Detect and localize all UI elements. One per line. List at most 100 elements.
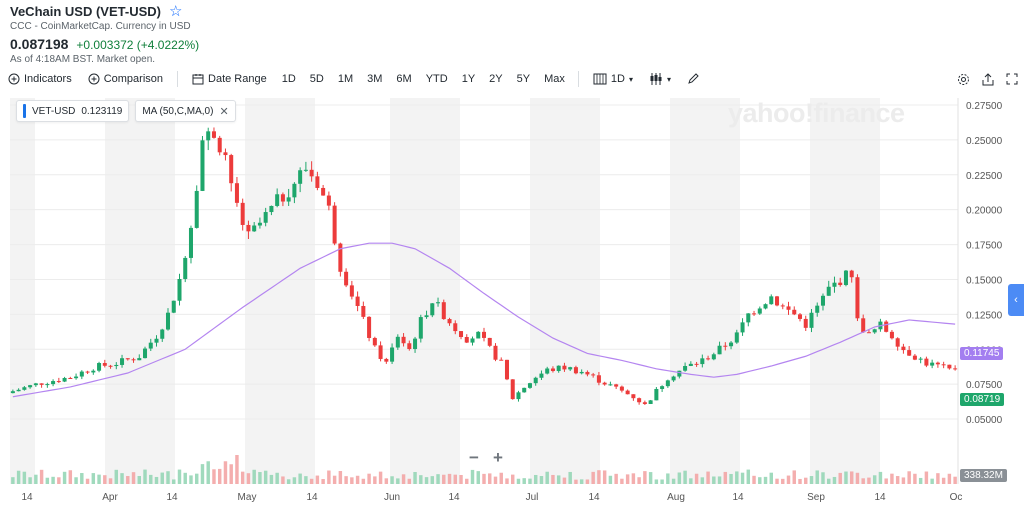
candle-body xyxy=(206,131,210,140)
volume-bar xyxy=(247,473,250,484)
volume-bar xyxy=(120,473,123,484)
symbol-legend[interactable]: VET-USD 0.123119 xyxy=(16,100,129,122)
range-2y[interactable]: 2Y xyxy=(482,68,509,90)
toolbar-divider xyxy=(177,71,178,87)
volume-bar xyxy=(678,472,681,484)
range-ytd[interactable]: YTD xyxy=(419,68,455,90)
candle-body xyxy=(815,306,819,313)
volume-bar xyxy=(816,470,819,484)
candle-body xyxy=(298,170,302,184)
range-6m[interactable]: 6M xyxy=(389,68,418,90)
volume-bar xyxy=(850,471,853,484)
chart-area[interactable]: 0.27500 0.25000 0.22500 0.20000 0.17500 0.150… xyxy=(0,94,1024,513)
draw-button[interactable] xyxy=(679,68,707,90)
volume-bar xyxy=(74,477,77,484)
volume-bar xyxy=(913,474,916,484)
candle-body xyxy=(425,315,429,317)
current-price: 0.087198 xyxy=(10,36,68,52)
volume-bar xyxy=(281,476,284,484)
range-1m[interactable]: 1M xyxy=(331,68,360,90)
volume-bar xyxy=(436,474,439,484)
candle-body xyxy=(786,306,790,309)
volume-bar xyxy=(241,472,244,484)
volume-bar xyxy=(626,474,629,484)
volume-bar xyxy=(833,477,836,484)
volume-bar xyxy=(810,476,813,484)
candle-body xyxy=(195,191,199,228)
x-tick-label: May xyxy=(238,492,257,503)
volume-bar xyxy=(442,475,445,484)
candle-body xyxy=(919,359,923,360)
volume-bar xyxy=(534,475,537,484)
interval-dropdown[interactable]: 1D ▾ xyxy=(585,68,641,90)
range-1d[interactable]: 1D xyxy=(275,68,303,90)
plus-circle-icon xyxy=(8,73,20,85)
candle-body xyxy=(338,244,342,272)
zoom-in-button[interactable]: + xyxy=(486,448,510,468)
calendar-icon xyxy=(192,73,204,85)
volume-bar xyxy=(252,470,255,484)
candle-body xyxy=(758,308,762,313)
candle-body xyxy=(453,323,457,331)
settings-gear-icon[interactable] xyxy=(957,73,970,86)
volume-bar xyxy=(747,470,750,484)
volume-bar xyxy=(884,478,887,484)
candle-body xyxy=(718,346,722,355)
zoom-out-button[interactable]: − xyxy=(462,448,486,468)
candle-body xyxy=(367,317,371,338)
close-icon[interactable]: ✕ xyxy=(219,105,228,118)
volume-bar xyxy=(321,479,324,484)
side-panel-toggle[interactable]: ‹ xyxy=(1008,284,1024,316)
candle-body xyxy=(103,363,107,366)
volume-bar xyxy=(752,476,755,484)
volume-bar xyxy=(97,475,100,484)
volume-bar xyxy=(701,477,704,484)
quote-title: VeChain USD (VET-USD) xyxy=(10,4,161,19)
volume-bar xyxy=(155,477,158,484)
volume-bar xyxy=(477,471,480,484)
volume-bar xyxy=(545,472,548,484)
watchlist-star-icon[interactable]: ☆ xyxy=(169,4,182,19)
y-tick-label: 0.17500 xyxy=(966,241,1003,252)
volume-bar xyxy=(821,472,824,484)
range-5d[interactable]: 5D xyxy=(303,68,331,90)
candle-body xyxy=(631,394,635,398)
expand-icon[interactable] xyxy=(1006,73,1018,85)
volume-bar xyxy=(362,479,365,484)
candle-body xyxy=(844,271,848,285)
volume-bar xyxy=(103,475,106,484)
y-tick-label: 0.27500 xyxy=(966,101,1003,112)
volume-bar xyxy=(540,476,543,484)
pencil-icon xyxy=(687,73,699,85)
date-range-button[interactable]: Date Range xyxy=(184,68,275,90)
volume-bar xyxy=(522,478,525,484)
candle-body xyxy=(723,346,727,347)
chart-type-dropdown[interactable]: ▾ xyxy=(641,68,679,90)
ma-legend[interactable]: MA (50,C,MA,0) ✕ xyxy=(135,100,235,122)
candle-body xyxy=(241,203,245,225)
volume-bar xyxy=(471,470,474,484)
volume-bar xyxy=(63,472,66,484)
candle-body xyxy=(562,366,566,370)
indicators-button[interactable]: Indicators xyxy=(0,68,80,90)
candle-body xyxy=(649,400,653,404)
volume-bar xyxy=(454,475,457,484)
candle-body xyxy=(183,258,187,279)
share-icon[interactable] xyxy=(982,73,994,86)
volume-bar xyxy=(597,470,600,484)
candle-body xyxy=(321,188,325,196)
candle-body xyxy=(620,387,624,391)
volume-bar xyxy=(298,474,301,484)
candle-body xyxy=(459,331,463,337)
candle-body xyxy=(597,375,601,382)
range-max[interactable]: Max xyxy=(537,68,572,90)
chevron-down-icon: ▾ xyxy=(667,75,671,84)
comparison-button[interactable]: Comparison xyxy=(80,68,171,90)
week-band xyxy=(670,98,740,484)
candle-body xyxy=(402,337,406,343)
range-5y[interactable]: 5Y xyxy=(510,68,537,90)
range-1y[interactable]: 1Y xyxy=(455,68,482,90)
range-3m[interactable]: 3M xyxy=(360,68,389,90)
candle-body xyxy=(40,383,44,384)
candle-body xyxy=(557,366,561,371)
